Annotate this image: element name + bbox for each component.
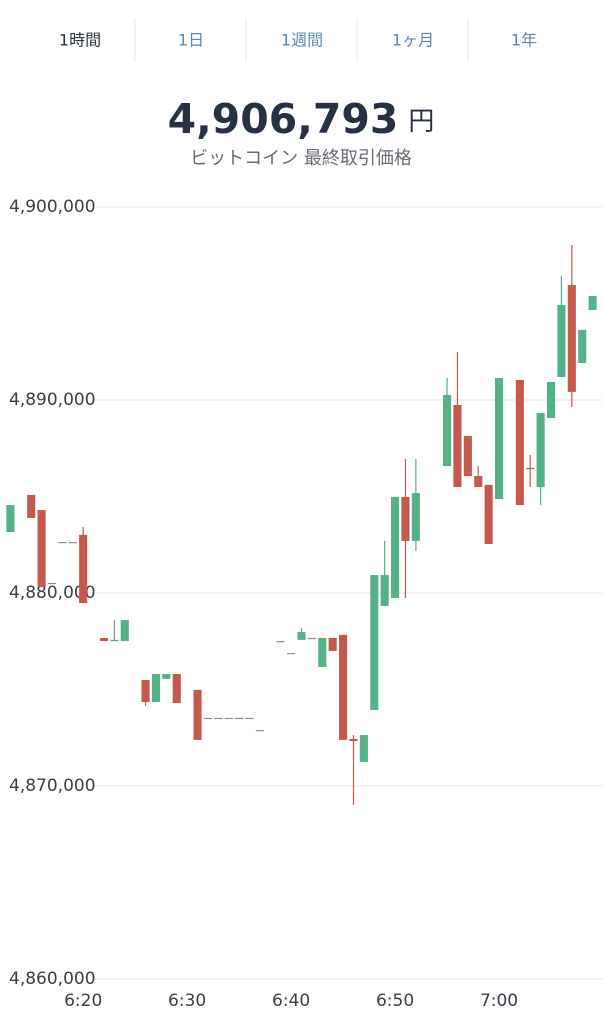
candle-body	[411, 493, 420, 541]
candle-body	[47, 582, 57, 585]
x-tick-label: 6:50	[376, 991, 414, 1011]
candle-body	[224, 717, 233, 720]
candle-body	[120, 620, 129, 642]
candle-body	[588, 295, 597, 311]
candle-body	[484, 484, 493, 544]
y-tick-label: 4,880,000	[9, 583, 96, 603]
candle-body	[297, 631, 306, 640]
tab[interactable]: 1時間	[59, 31, 101, 50]
candle-body	[214, 717, 223, 720]
candle-body	[515, 379, 524, 505]
candle-body	[110, 639, 119, 642]
y-tick-label: 4,890,000	[9, 390, 96, 410]
subtitle: ビットコイン 最終取引価格	[190, 148, 412, 169]
candle-body	[546, 382, 556, 418]
tab[interactable]: 1日	[178, 31, 204, 50]
candle-body	[68, 542, 77, 544]
candle-body	[307, 637, 316, 640]
candle-body	[255, 730, 264, 732]
candle-body	[536, 412, 545, 488]
tab[interactable]: 1年	[511, 31, 537, 50]
tab[interactable]: 1ヶ月	[392, 31, 434, 50]
price-heading: 4,906,793 円	[168, 95, 435, 143]
candle-body	[370, 575, 379, 710]
candle-body	[6, 504, 15, 533]
candle-body	[391, 496, 400, 599]
candle-body	[328, 637, 337, 651]
candle-body	[27, 494, 36, 518]
price: 4,906,793	[168, 95, 399, 143]
candle-body	[151, 674, 161, 703]
tab[interactable]: 1週間	[281, 31, 323, 50]
candle-body	[37, 510, 46, 588]
candle-body	[359, 735, 368, 762]
candle-body	[401, 496, 410, 541]
y-tick-label: 4,860,000	[9, 969, 96, 989]
candle-body	[318, 637, 327, 667]
candle-body	[172, 674, 181, 704]
price-unit: 円	[408, 107, 434, 137]
candle-body	[162, 674, 171, 679]
candle-body	[276, 641, 285, 643]
x-tick-label: 6:40	[272, 991, 310, 1011]
candle-body	[339, 634, 348, 740]
y-tick-label: 4,900,000	[9, 197, 96, 217]
candle-body	[79, 534, 88, 604]
candle-body	[463, 435, 472, 477]
x-tick-label: 6:20	[64, 991, 102, 1011]
x-tick-label: 7:00	[480, 991, 518, 1011]
candle-body	[442, 394, 452, 467]
candle-body	[474, 476, 483, 488]
candle-body	[235, 717, 244, 720]
candle-body	[245, 717, 254, 720]
candle-body	[193, 689, 202, 740]
candle-body	[380, 575, 389, 606]
candle-body	[557, 305, 566, 378]
candle-body	[567, 284, 576, 392]
candle-body	[141, 680, 150, 703]
x-tick-label: 6:30	[168, 991, 206, 1011]
candle-body	[99, 637, 109, 642]
candle-body	[203, 717, 212, 720]
candle-body	[349, 738, 358, 742]
candle-body	[526, 467, 535, 470]
candle-body	[578, 329, 587, 363]
candle-body	[453, 405, 462, 488]
candle-body	[494, 377, 504, 500]
candle-body	[58, 542, 67, 544]
y-tick-label: 4,870,000	[9, 776, 96, 796]
candle-body	[287, 653, 296, 655]
